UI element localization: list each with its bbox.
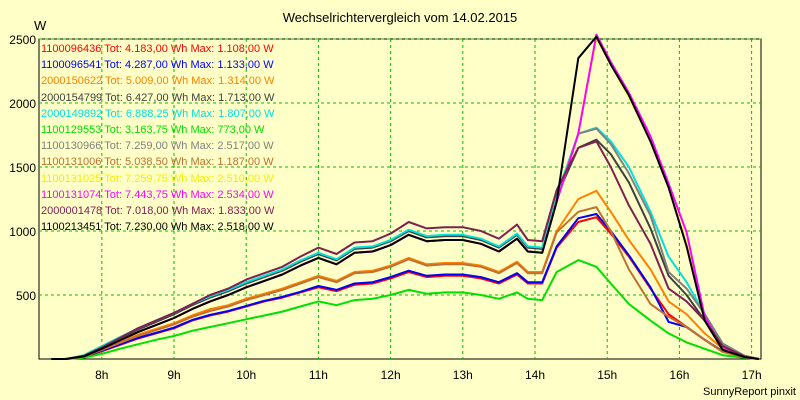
legend-text: Tot: 7.259,75 Wh Max: 2.510,00 W xyxy=(101,172,274,185)
y-tick-label: 500 xyxy=(16,289,36,303)
x-tick-label: 14h xyxy=(525,368,545,382)
legend-item: 1100131025 Tot: 7.259,75 Wh Max: 2.510,0… xyxy=(41,171,274,187)
x-tick-label: 16h xyxy=(669,368,689,382)
x-tick-label: 12h xyxy=(381,368,401,382)
legend-serial: 1100131074 xyxy=(41,188,102,201)
legend-item: 2000001478 Tot: 7.018,00 Wh Max: 1.833,0… xyxy=(41,203,274,219)
y-axis-unit: W xyxy=(34,18,47,33)
series-line-1100096436 xyxy=(51,216,759,360)
y-tick-label: 1500 xyxy=(9,161,36,175)
legend-text: Tot: 6.427,00 Wh Max: 1.713,00 W xyxy=(102,91,275,104)
series-line-1100129553 xyxy=(51,259,759,360)
legend-item: 1100213451 Tot: 7.230,00 Wh Max: 2.518,0… xyxy=(41,219,274,235)
legend-serial: 2000154799 xyxy=(41,91,103,104)
legend-item: 1100096541 Tot: 4.287,00 Wh Max: 1.133,0… xyxy=(41,57,274,73)
x-tick-label: 10h xyxy=(236,368,256,382)
series-line-1100213451 xyxy=(51,35,759,360)
legend-item: 2000149892 Tot: 6.888,25 Wh Max: 1.807,0… xyxy=(41,106,274,122)
legend-text: Tot: 4.287,00 Wh Max: 1.133,00 W xyxy=(101,59,274,72)
series-line-2000154799 xyxy=(51,138,760,360)
legend-text: Tot: 7.443,75 Wh Max: 2.534,00 W xyxy=(101,188,274,201)
y-tick-label: 2000 xyxy=(9,97,36,111)
footer-credit: SunnyReport pinxit xyxy=(703,386,796,398)
legend-serial: 1100131025 xyxy=(41,172,102,185)
legend-item: 1100096436 Tot: 4.183,00 Wh Max: 1.108,0… xyxy=(41,41,274,57)
legend-serial: 1100096541 xyxy=(41,59,102,72)
chart-title: Wechselrichtervergleich vom 14.02.2015 xyxy=(282,10,518,25)
legend-text: Tot: 6.888,25 Wh Max: 1.807,00 W xyxy=(102,107,275,120)
x-tick-label: 13h xyxy=(453,368,473,382)
x-tick-label: 8h xyxy=(95,368,108,382)
legend-text: Tot: 5.009,00 Wh Max: 1.314,00 W xyxy=(102,75,275,88)
x-tick-label: 11h xyxy=(309,368,328,382)
series-line-2000001478 xyxy=(51,140,759,360)
x-tick-label: 15h xyxy=(597,368,617,382)
legend-text: Tot: 7.018,00 Wh Max: 1.833,00 W xyxy=(102,205,275,218)
legend-serial: 1100129553 xyxy=(41,124,102,137)
y-tick-label: 1000 xyxy=(9,225,36,239)
legend-text: Tot: 3.163,75 Wh Max: 773,00 W xyxy=(101,124,265,137)
series-lines xyxy=(51,33,760,360)
legend-serial: 1100131006 xyxy=(41,156,102,169)
legend-serial: 1100130966 xyxy=(41,140,102,153)
y-axis-ticks: 500 1000 1500 2000 2500 xyxy=(9,33,36,303)
legend-item: 1100131006 Tot: 5.038,50 Wh Max: 1.187,0… xyxy=(41,154,274,170)
legend-item: 2000150622 Tot: 5.009,00 Wh Max: 1.314,0… xyxy=(41,73,274,89)
legend-item: 1100129553 Tot: 3.163,75 Wh Max: 773,00 … xyxy=(41,122,274,138)
legend-serial: 1100213451 xyxy=(41,221,102,234)
x-tick-label: 9h xyxy=(167,368,180,382)
legend: 1100096436 Tot: 4.183,00 Wh Max: 1.108,0… xyxy=(41,41,274,235)
series-line-2000150622 xyxy=(51,189,759,360)
series-line-1100096541 xyxy=(51,213,759,360)
x-axis-ticks: 8h 9h 10h 11h 12h 13h 14h 15h 16h 17h xyxy=(95,368,761,382)
series-line-1100131006 xyxy=(51,206,759,360)
legend-text: Tot: 5.038,50 Wh Max: 1.187,00 W xyxy=(101,156,274,169)
x-tick-label: 17h xyxy=(742,368,762,382)
legend-serial: 2000001478 xyxy=(41,205,103,218)
legend-item: 1100131074 Tot: 7.443,75 Wh Max: 2.534,0… xyxy=(41,187,274,203)
legend-text: Tot: 7.230,00 Wh Max: 2.518,00 W xyxy=(101,221,274,234)
legend-item: 1100130966 Tot: 7.259,00 Wh Max: 2.517,0… xyxy=(41,138,274,154)
legend-text: Tot: 4.183,00 Wh Max: 1.108,00 W xyxy=(101,43,274,55)
legend-item: 2000154799 Tot: 6.427,00 Wh Max: 1.713,0… xyxy=(41,90,274,106)
grid-lines xyxy=(39,38,761,359)
legend-text: Tot: 7.259,00 Wh Max: 2.517,00 W xyxy=(101,140,274,153)
legend-serial: 2000150622 xyxy=(41,75,103,88)
legend-serial: 1100096436 xyxy=(41,43,102,55)
legend-serial: 2000149892 xyxy=(41,107,103,120)
y-tick-label: 2500 xyxy=(9,33,36,47)
